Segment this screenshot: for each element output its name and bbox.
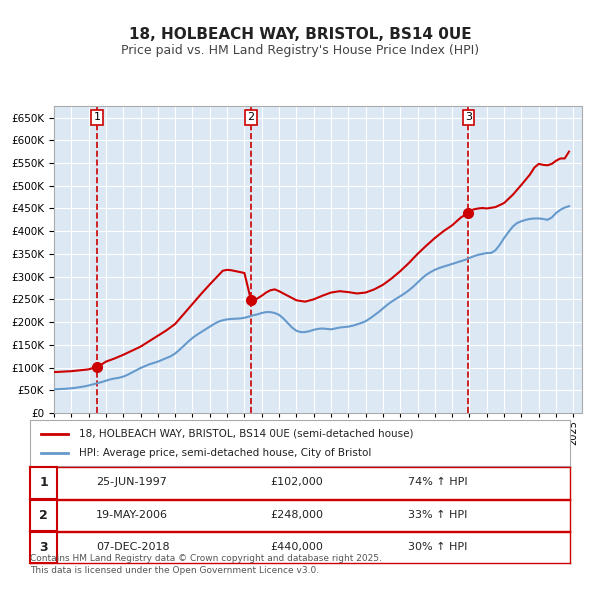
Text: 3: 3: [39, 541, 48, 555]
Text: 19-MAY-2006: 19-MAY-2006: [96, 510, 168, 520]
Text: 1: 1: [39, 476, 48, 490]
Text: 33% ↑ HPI: 33% ↑ HPI: [408, 510, 467, 520]
Text: 2: 2: [39, 509, 48, 522]
Text: 30% ↑ HPI: 30% ↑ HPI: [408, 542, 467, 552]
Text: 18, HOLBEACH WAY, BRISTOL, BS14 0UE: 18, HOLBEACH WAY, BRISTOL, BS14 0UE: [128, 27, 472, 41]
Text: 07-DEC-2018: 07-DEC-2018: [96, 542, 170, 552]
Text: 25-JUN-1997: 25-JUN-1997: [96, 477, 167, 487]
Text: 3: 3: [465, 112, 472, 122]
Text: 18, HOLBEACH WAY, BRISTOL, BS14 0UE (semi-detached house): 18, HOLBEACH WAY, BRISTOL, BS14 0UE (sem…: [79, 429, 413, 439]
Text: 1: 1: [94, 112, 100, 122]
Text: £248,000: £248,000: [270, 510, 323, 520]
Text: £440,000: £440,000: [270, 542, 323, 552]
Text: HPI: Average price, semi-detached house, City of Bristol: HPI: Average price, semi-detached house,…: [79, 448, 371, 458]
Text: 74% ↑ HPI: 74% ↑ HPI: [408, 477, 467, 487]
Text: £102,000: £102,000: [270, 477, 323, 487]
Text: 2: 2: [247, 112, 254, 122]
Text: Contains HM Land Registry data © Crown copyright and database right 2025.
This d: Contains HM Land Registry data © Crown c…: [30, 555, 382, 575]
Text: Price paid vs. HM Land Registry's House Price Index (HPI): Price paid vs. HM Land Registry's House …: [121, 44, 479, 57]
